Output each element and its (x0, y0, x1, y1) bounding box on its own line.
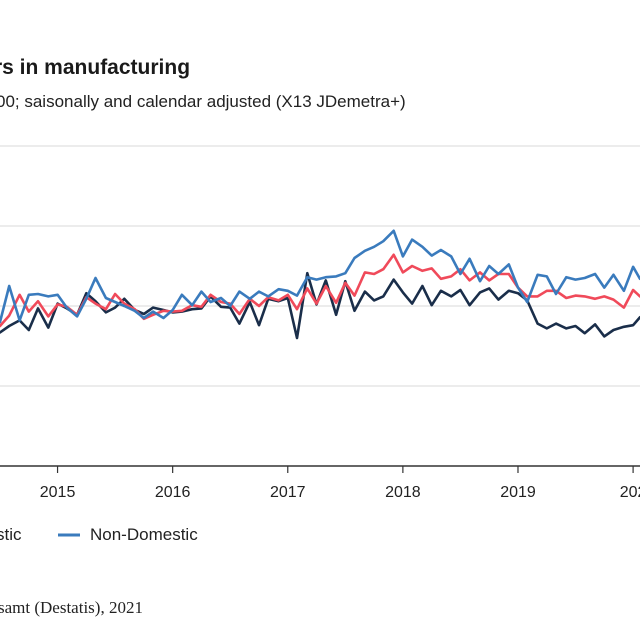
x-tick-label-5: 202 (620, 484, 640, 501)
x-tick-label-4: 2019 (500, 484, 536, 501)
x-tick-label-1: 2016 (155, 484, 191, 501)
chart-title: rs in manufacturing (0, 56, 191, 79)
x-tick-label-3: 2018 (385, 484, 421, 501)
chart-source: samt (Destatis), 2021 (0, 598, 143, 617)
legend-label-non-domestic: Non-Domestic (90, 525, 198, 544)
legend-label-domestic: stic (0, 525, 22, 544)
x-tick-label-0: 2015 (40, 484, 76, 501)
chart-subtitle: 00; saisonally and calendar adjusted (X1… (0, 92, 406, 111)
series-line-total (0, 253, 640, 328)
series-line-non-domestic (0, 229, 640, 324)
x-tick-label-2: 2017 (270, 484, 306, 501)
